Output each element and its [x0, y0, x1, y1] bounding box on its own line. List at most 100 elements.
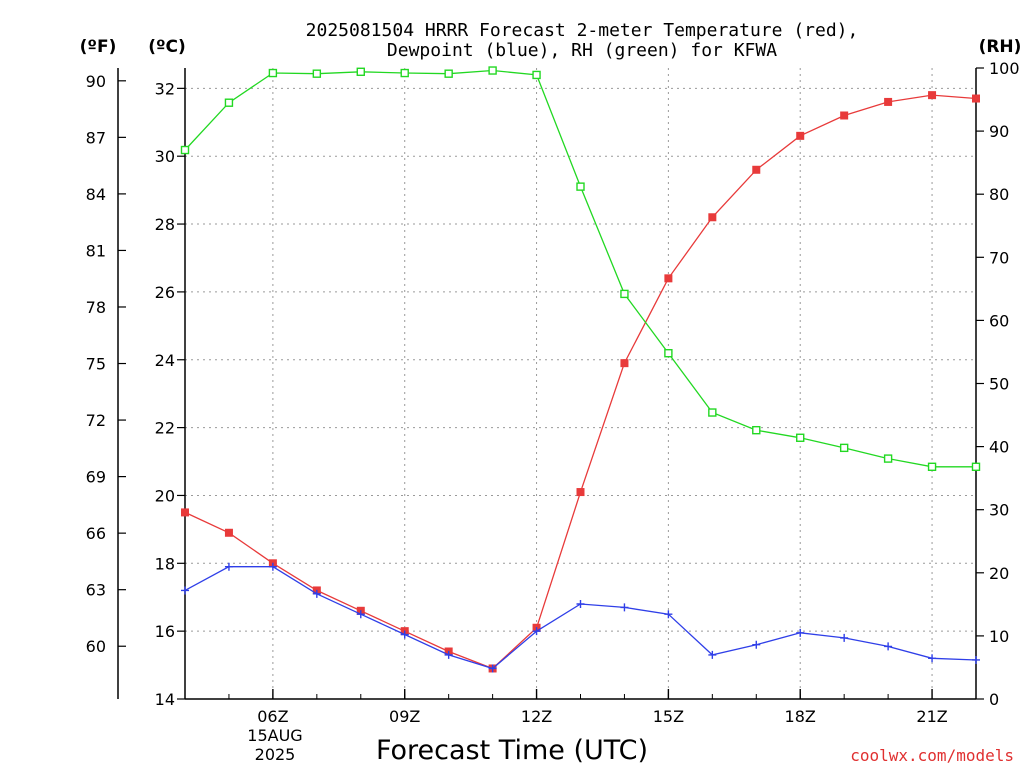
dewpoint-point: [928, 654, 937, 663]
temperature-point: [884, 97, 893, 106]
temperature-point: [752, 165, 761, 174]
rh-tick-label: 40: [989, 438, 1009, 457]
x-tick-label: 21Z: [916, 707, 947, 726]
fahrenheit-unit-label: (ºF): [80, 37, 117, 57]
dewpoint-point: [576, 600, 585, 609]
chart-title-line-2: Dewpoint (blue), RH (green) for KFWA: [387, 40, 777, 61]
rh-tick-label: 0: [989, 690, 999, 709]
rh-tick-label: 80: [989, 185, 1009, 204]
dewpoint-point: [312, 589, 321, 598]
dewpoint-point: [532, 627, 541, 636]
rh-tick-label: 10: [989, 627, 1009, 646]
celsius-tick-label: 20: [155, 486, 175, 505]
celsius-tick-label: 32: [155, 79, 175, 98]
celsius-tick-label: 28: [155, 215, 175, 234]
fahrenheit-tick-label: 72: [86, 411, 106, 430]
fahrenheit-tick-label: 81: [86, 241, 106, 260]
relative_humidity-point: [356, 67, 365, 76]
rh-unit-label: (RH): [979, 37, 1022, 57]
x-axis-title: Forecast Time (UTC): [376, 735, 648, 766]
relative_humidity-point: [708, 408, 717, 417]
relative_humidity-point: [312, 69, 322, 78]
dewpoint-point: [884, 642, 893, 651]
celsius-tick-label: 26: [155, 283, 175, 302]
celsius-tick-label: 14: [155, 690, 175, 709]
relative_humidity-point: [180, 145, 190, 155]
relative_humidity-point: [839, 443, 849, 453]
relative_humidity-point: [883, 454, 893, 463]
relative_humidity-point: [268, 68, 278, 78]
fahrenheit-tick-label: 66: [86, 524, 106, 543]
dewpoint-point: [972, 655, 980, 664]
temperature-point: [620, 359, 629, 368]
celsius-unit-label: (ºC): [148, 37, 186, 57]
relative_humidity-point: [444, 69, 453, 78]
relative_humidity-point: [400, 68, 409, 78]
date-label-year: 2025: [255, 745, 296, 764]
temperature-point: [840, 111, 849, 120]
temperature-line: [184, 94, 977, 670]
rh-tick-label: 100: [989, 59, 1020, 78]
fahrenheit-tick-label: 87: [86, 128, 106, 147]
fahrenheit-tick-label: 90: [86, 72, 106, 91]
relative_humidity-point: [927, 462, 937, 471]
temperature-point: [708, 213, 717, 222]
dewpoint-point: [708, 650, 717, 659]
relative_humidity-point: [224, 98, 234, 107]
fahrenheit-tick-label: 75: [86, 355, 106, 374]
relative_humidity-point: [752, 425, 761, 435]
rh-tick-label: 20: [989, 564, 1009, 583]
series-layer: [180, 66, 981, 673]
celsius-tick-label: 30: [155, 147, 175, 166]
dewpoint-point: [796, 628, 805, 637]
dewpoint-point: [444, 650, 453, 659]
credit-text: coolwx.com/models: [850, 746, 1014, 765]
temperature-point: [664, 274, 673, 283]
temperature-point: [224, 528, 233, 537]
x-tick-label: 06Z: [257, 707, 288, 726]
relative_humidity-point: [664, 349, 673, 358]
relative_humidity-point: [620, 289, 629, 299]
date-label-day: 15AUG: [247, 726, 302, 745]
x-tick-label: 15Z: [653, 707, 684, 726]
dewpoint-point: [620, 603, 629, 612]
series-relative_humidity: [180, 66, 981, 471]
fahrenheit-tick-label: 78: [86, 298, 106, 317]
fahrenheit-tick-label: 60: [86, 637, 106, 656]
dewpoint-point: [840, 633, 849, 642]
celsius-tick-label: 22: [155, 419, 175, 438]
dewpoint-point: [400, 630, 409, 639]
dewpoint-point: [268, 562, 277, 571]
dewpoint-point: [664, 610, 673, 619]
dewpoint-point: [356, 610, 365, 619]
rh-tick-label: 60: [989, 311, 1009, 330]
celsius-tick-label: 18: [155, 554, 175, 573]
rh-tick-label: 70: [989, 248, 1009, 267]
dewpoint-point: [752, 640, 761, 649]
relative_humidity-point: [532, 70, 541, 80]
dewpoint-point: [181, 586, 189, 595]
x-tick-label: 12Z: [521, 707, 552, 726]
x-tick-label: 18Z: [785, 707, 816, 726]
relative_humidity-point: [488, 66, 497, 75]
rh-tick-label: 50: [989, 375, 1009, 394]
celsius-tick-label: 24: [155, 351, 175, 370]
relative_humidity-line: [184, 69, 976, 468]
dewpoint-point: [224, 562, 233, 571]
fahrenheit-tick-label: 63: [86, 581, 106, 600]
axes-layer: [117, 67, 984, 700]
dewpoint-point: [488, 664, 497, 673]
temperature-point: [796, 131, 805, 140]
temperature-point: [972, 94, 980, 103]
x-tick-label: 09Z: [389, 707, 420, 726]
celsius-tick-label: 16: [155, 622, 175, 641]
fahrenheit-tick-label: 84: [86, 185, 106, 204]
relative_humidity-point: [796, 433, 805, 442]
rh-tick-label: 90: [989, 122, 1009, 141]
fahrenheit-tick-label: 69: [86, 468, 106, 487]
temperature-point: [928, 91, 937, 100]
temperature-point: [181, 508, 189, 517]
chart-title-line-1: 2025081504 HRRR Forecast 2-meter Tempera…: [306, 20, 859, 41]
relative_humidity-point: [971, 462, 981, 471]
